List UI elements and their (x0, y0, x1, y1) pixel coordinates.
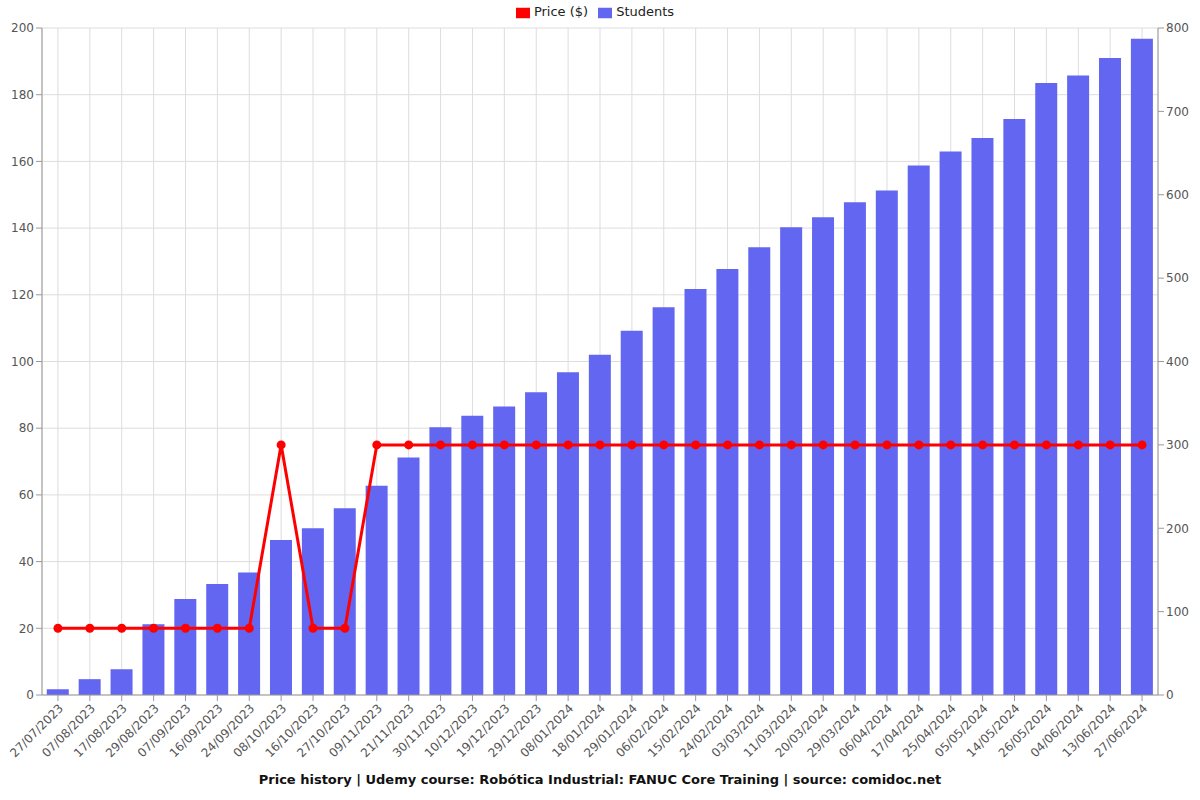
svg-text:04/06/2024: 04/06/2024 (1027, 701, 1087, 761)
svg-text:500: 500 (1166, 271, 1189, 285)
svg-text:05/05/2024: 05/05/2024 (932, 701, 991, 761)
svg-text:29/03/2024: 29/03/2024 (804, 701, 864, 761)
svg-text:29/08/2023: 29/08/2023 (102, 701, 162, 761)
svg-text:26/05/2024: 26/05/2024 (995, 701, 1055, 761)
svg-text:100: 100 (11, 355, 34, 369)
svg-text:200: 200 (11, 21, 34, 35)
svg-text:27/06/2024: 27/06/2024 (1091, 701, 1150, 760)
svg-text:20/03/2024: 20/03/2024 (772, 701, 832, 761)
svg-text:27/10/2023: 27/10/2023 (294, 701, 354, 761)
svg-text:0: 0 (26, 688, 34, 702)
svg-text:180: 180 (11, 88, 34, 102)
svg-text:25/04/2024: 25/04/2024 (900, 701, 959, 761)
svg-text:400: 400 (1166, 355, 1189, 369)
svg-text:18/01/2024: 18/01/2024 (549, 701, 609, 761)
svg-text:800: 800 (1166, 21, 1189, 35)
svg-text:24/09/2023: 24/09/2023 (198, 701, 258, 761)
svg-text:13/06/2024: 13/06/2024 (1059, 701, 1119, 761)
svg-text:19/12/2023: 19/12/2023 (453, 701, 513, 761)
svg-text:16/10/2023: 16/10/2023 (262, 701, 322, 761)
svg-text:06/04/2024: 06/04/2024 (836, 701, 896, 761)
svg-text:17/04/2024: 17/04/2024 (868, 701, 927, 761)
svg-text:24/02/2024: 24/02/2024 (676, 701, 736, 761)
svg-text:160: 160 (11, 155, 34, 169)
svg-text:20: 20 (19, 622, 34, 636)
html-text:Students: Students (616, 4, 675, 19)
svg-text:29/12/2023: 29/12/2023 (485, 701, 545, 761)
svg-text:29/01/2024: 29/01/2024 (581, 701, 640, 761)
svg-text:03/03/2024: 03/03/2024 (708, 701, 768, 761)
svg-text:09/11/2023: 09/11/2023 (326, 701, 385, 761)
svg-text:06/02/2024: 06/02/2024 (613, 701, 672, 761)
svg-text:08/10/2023: 08/10/2023 (230, 701, 290, 761)
svg-text:30/11/2023: 30/11/2023 (389, 701, 449, 761)
svg-text:60: 60 (19, 488, 34, 502)
svg-text:14/05/2024: 14/05/2024 (963, 701, 1023, 761)
svg-text:21/11/2023: 21/11/2023 (358, 701, 417, 761)
svg-text:07/08/2023: 07/08/2023 (39, 701, 98, 761)
svg-text:200: 200 (1166, 522, 1189, 536)
html-text:Price ($): Price ($) (533, 4, 589, 19)
html-text:Price history | Udemy course:: Price history | Udemy course: Robótica I… (258, 772, 942, 787)
svg-text:07/09/2023: 07/09/2023 (134, 701, 194, 761)
svg-text:10/12/2023: 10/12/2023 (421, 701, 481, 761)
svg-text:15/02/2024: 15/02/2024 (645, 701, 704, 761)
svg-text:120: 120 (11, 288, 34, 302)
svg-text:17/08/2023: 17/08/2023 (71, 701, 130, 761)
svg-text:100: 100 (1166, 605, 1189, 619)
svg-text:80: 80 (19, 421, 34, 435)
svg-text:300: 300 (1166, 438, 1189, 452)
svg-text:0: 0 (1166, 688, 1174, 702)
svg-text:700: 700 (1166, 105, 1189, 119)
svg-text:16/09/2023: 16/09/2023 (166, 701, 226, 761)
svg-text:140: 140 (11, 221, 34, 235)
svg-text:600: 600 (1166, 188, 1189, 202)
svg-text:40: 40 (19, 555, 34, 569)
svg-text:08/01/2024: 08/01/2024 (517, 701, 577, 761)
svg-text:11/03/2024: 11/03/2024 (740, 701, 800, 761)
